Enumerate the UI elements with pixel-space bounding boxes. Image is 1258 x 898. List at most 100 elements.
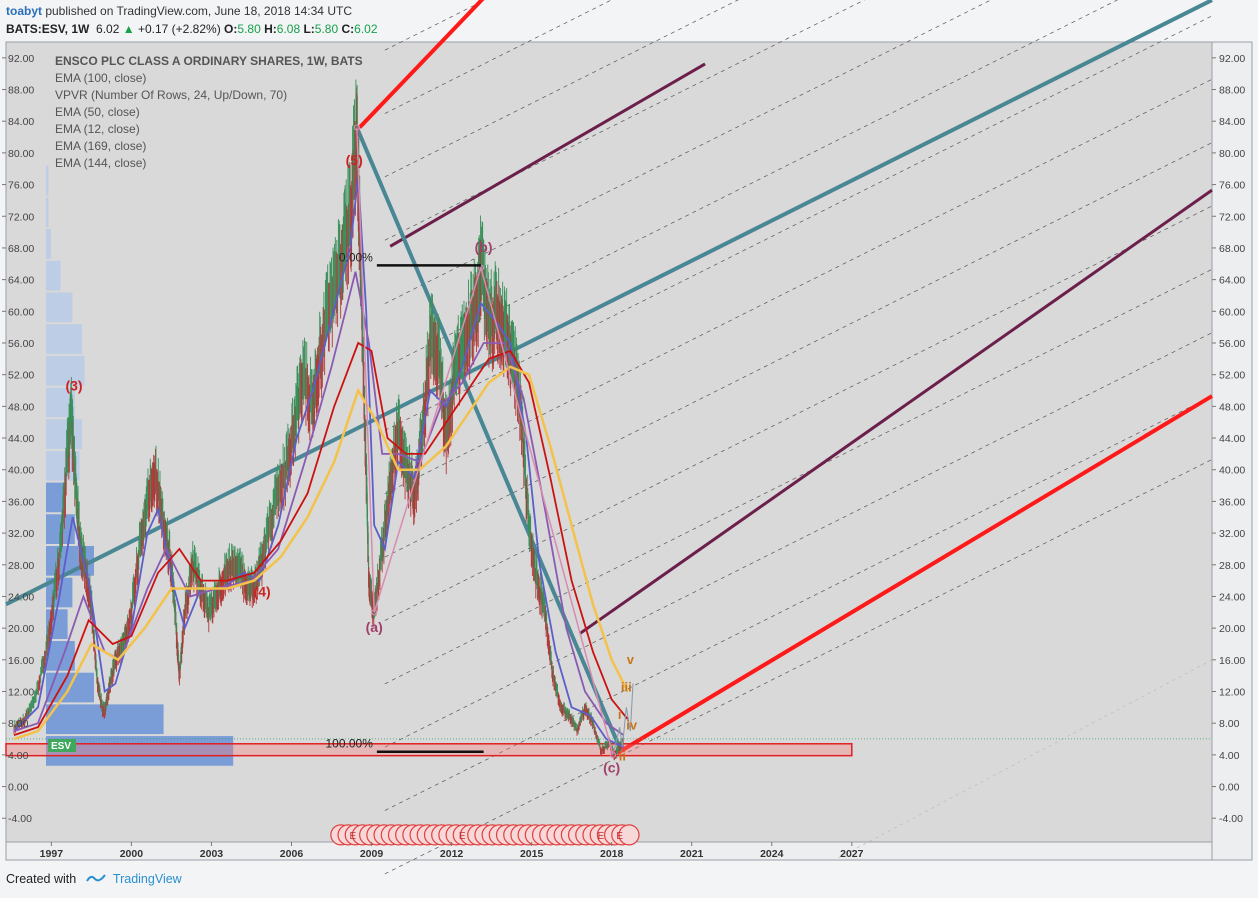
x-tick-label: 2003 [200, 848, 224, 860]
pitchfork-handle [355, 126, 623, 752]
earnings-marker-label: E [459, 831, 466, 842]
earnings-marker-label: E [598, 831, 605, 842]
y-tick-label-left: 88.00 [8, 85, 34, 97]
y-tick-label: 64.00 [1219, 275, 1245, 287]
y-tick-label: 36.00 [1219, 496, 1245, 508]
y-tick-label-left: 32.00 [8, 528, 34, 540]
legend-ema-169[interactable]: EMA (169, close) [55, 139, 146, 153]
faint-guide-line [838, 659, 1213, 859]
open-value: 5.80 [237, 22, 261, 36]
fib-level-label: 0.00% [339, 250, 373, 264]
subwave-path [612, 683, 634, 755]
pitchfork-dashed-line [384, 269, 1213, 685]
fib-level-label: 100.00% [325, 737, 373, 751]
y-tick-label-left: 24.00 [8, 591, 34, 603]
vpvr-bar [46, 229, 51, 259]
ema-lines [13, 176, 629, 748]
x-tick-label: 2018 [600, 848, 624, 860]
y-tick-label-left: 72.00 [8, 211, 34, 223]
vpvr-bar [46, 260, 61, 291]
y-tick-label-left: 56.00 [8, 338, 34, 350]
y-tick-label: 12.00 [1219, 687, 1245, 699]
y-tick-label: 76.00 [1219, 180, 1245, 192]
y-tick-label-left: 8.00 [8, 718, 29, 730]
x-axis: 1997 2000 2003 2006 2009 2012 2015 2018 2021 2024… [40, 842, 864, 860]
vpvr-bar [46, 324, 82, 354]
y-tick-label-left: 52.00 [8, 370, 34, 382]
y-tick-label: 56.00 [1219, 338, 1245, 350]
pitchfork-upper-red [358, 0, 485, 129]
y-tick-label-left: 20.00 [8, 623, 34, 635]
wave-label: i [618, 707, 622, 722]
y-tick-label: 0.00 [1219, 782, 1240, 794]
x-tick-label: 2021 [680, 848, 704, 860]
y-tick-label-left: 68.00 [8, 243, 34, 255]
legend-ema-12[interactable]: EMA (12, close) [55, 122, 140, 136]
y-tick-label: 72.00 [1219, 211, 1245, 223]
vpvr-bar [46, 165, 49, 196]
y-tick-label-left: 0.00 [8, 782, 29, 794]
vpvr-bar [46, 292, 73, 323]
abc-pivot-point [353, 124, 360, 131]
legend-ema-50[interactable]: EMA (50, close) [55, 105, 140, 119]
pitchfork-dashed-line [384, 332, 1213, 748]
y-tick-label: 80.00 [1219, 148, 1245, 160]
y-tick-label-left: 92.00 [8, 53, 34, 65]
close-value: 6.02 [354, 22, 378, 36]
footer: Created with TradingView [6, 872, 182, 886]
legend-ema-144[interactable]: EMA (144, close) [55, 156, 146, 170]
abc-wave-lines [353, 124, 634, 758]
x-axis-area[interactable] [6, 842, 1212, 860]
y-tick-label: 88.00 [1219, 85, 1245, 97]
ema-line [13, 365, 629, 741]
legend-vpvr[interactable]: VPVR (Number Of Rows, 24, Up/Down, 70) [55, 88, 287, 102]
pitchfork-solid-lines [5, 0, 1214, 859]
vpvr-bar [46, 482, 66, 513]
legend-ema-100[interactable]: EMA (100, close) [55, 71, 146, 85]
y-axis-area[interactable] [1212, 42, 1252, 860]
abc-pivot-point [609, 751, 617, 758]
y-tick-label-left: 28.00 [8, 560, 34, 572]
x-tick-label: 2009 [360, 848, 384, 860]
vpvr-histogram [46, 165, 234, 766]
wave-label: (5) [346, 152, 363, 168]
x-tick-label: 2012 [440, 848, 464, 860]
x-tick-label: 1997 [40, 848, 64, 860]
pitchfork-upper-parallel [389, 62, 706, 248]
plot-area[interactable] [6, 42, 1212, 842]
high-label: H: [264, 22, 277, 36]
wave-label: v [627, 652, 635, 667]
y-tick-label-left: 12.00 [8, 687, 34, 699]
low-label: L: [303, 22, 315, 36]
wave-label: (c) [603, 759, 620, 775]
author-link[interactable]: toabyt [6, 4, 42, 18]
pitchfork-median-line [5, 0, 1213, 607]
y-tick-label: 40.00 [1219, 465, 1245, 477]
y-tick-label: 48.00 [1219, 401, 1245, 413]
wave-label: iv [626, 718, 638, 733]
y-tick-label: 4.00 [1219, 750, 1240, 762]
ema-line [13, 176, 625, 748]
y-tick-label: 16.00 [1219, 655, 1245, 667]
pitchfork-lower-parallel [578, 188, 1213, 635]
pitchfork-dashed-line [384, 459, 1213, 875]
tradingview-link[interactable]: TradingView [112, 872, 182, 886]
wave-label: (3) [65, 378, 82, 394]
y-tick-label: 8.00 [1219, 718, 1240, 730]
y-tick-label-left: 76.00 [8, 180, 34, 192]
y-tick-label-left: 4.00 [8, 750, 29, 762]
y-tick-label: 92.00 [1219, 53, 1245, 65]
y-tick-label-left: 40.00 [8, 465, 34, 477]
symbol-badge-bg [48, 739, 76, 752]
ticker-label: BATS:ESV, 1W [6, 22, 90, 36]
earnings-marker-label: E [350, 831, 357, 842]
publish-info: toabyt published on TradingView.com, Jun… [6, 4, 352, 18]
abc-pivot-point [371, 609, 378, 616]
symbol-badge-text: ESV [51, 741, 71, 752]
pitchfork-dashed-line [384, 0, 992, 304]
y-tick-label: -4.00 [1219, 813, 1243, 825]
wave-label: iii [621, 680, 632, 695]
